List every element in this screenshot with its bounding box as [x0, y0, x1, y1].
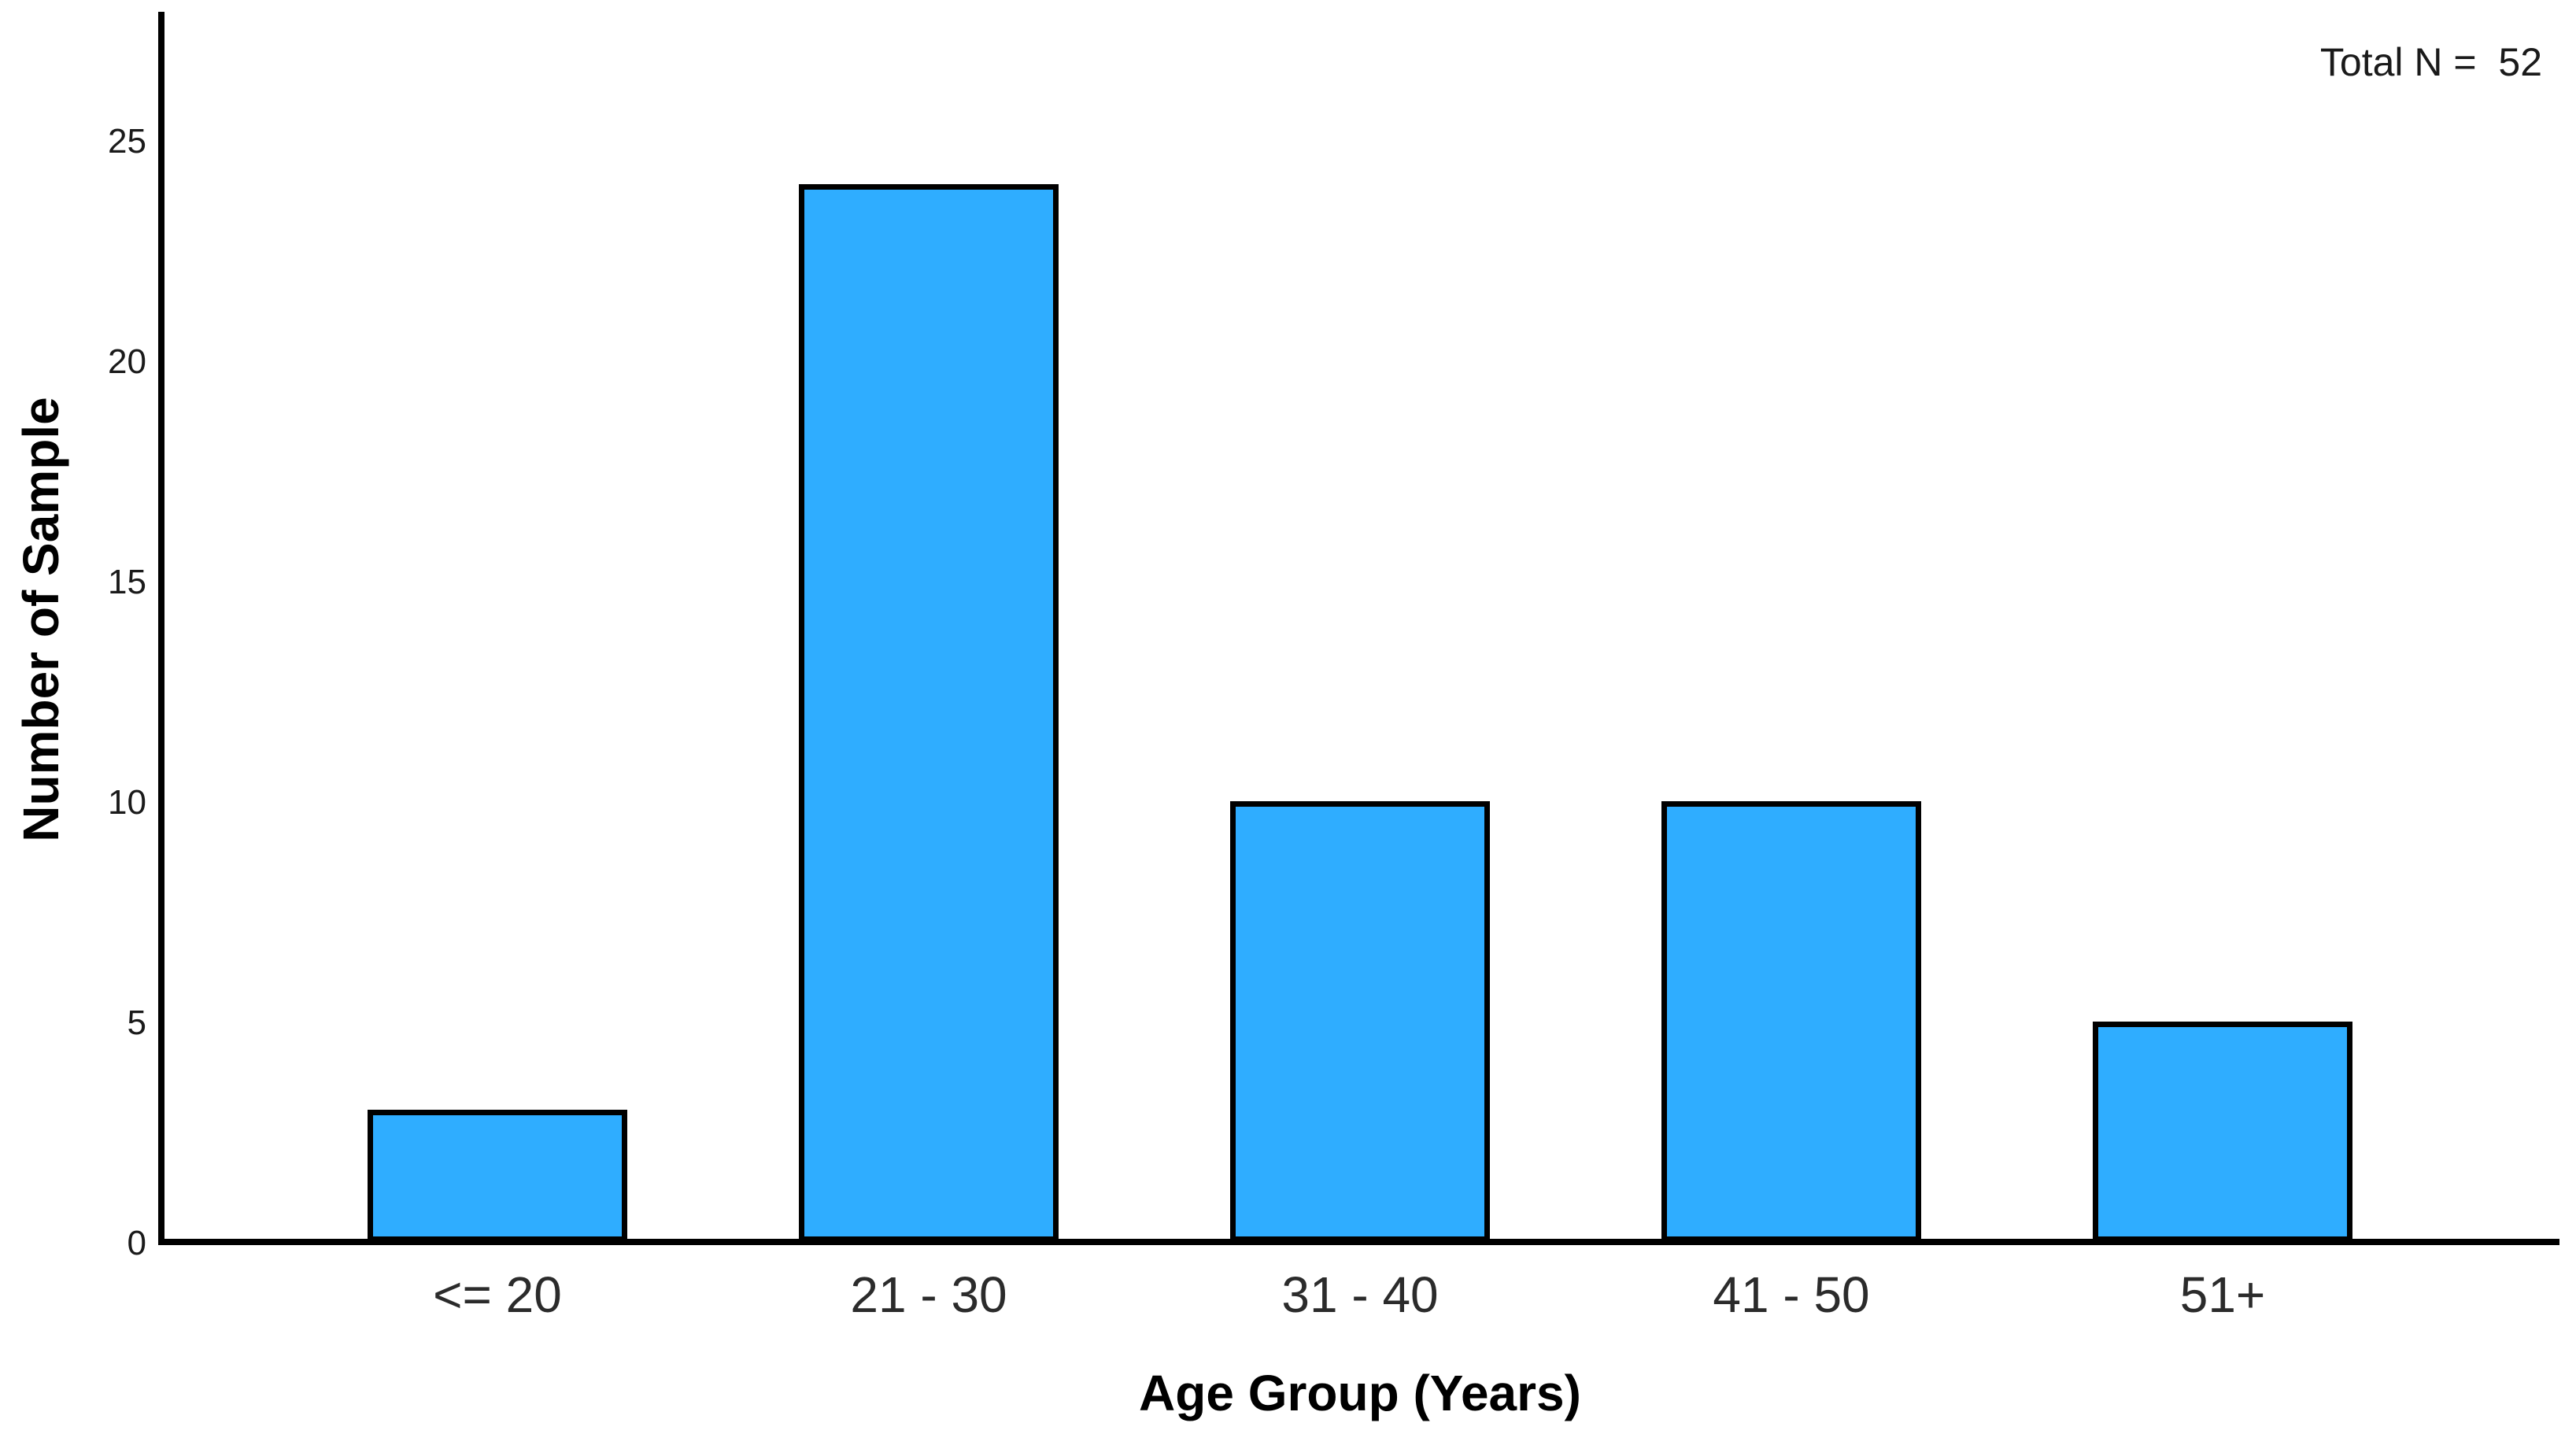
- bar: [1230, 801, 1490, 1242]
- y-tick-label: 5: [127, 1003, 146, 1042]
- x-tick-label: 21 - 30: [850, 1266, 1007, 1323]
- bar: [1661, 801, 1921, 1242]
- bar: [2093, 1022, 2352, 1242]
- y-tick-label: 10: [108, 783, 146, 822]
- x-axis-line: [158, 1239, 2559, 1245]
- y-tick-label: 20: [108, 342, 146, 381]
- x-tick-label: <= 20: [433, 1266, 562, 1323]
- y-tick-label: 0: [127, 1224, 146, 1262]
- bar: [368, 1110, 627, 1242]
- y-tick-label: 25: [108, 122, 146, 161]
- x-tick-label: 51+: [2179, 1266, 2266, 1323]
- bar: [799, 184, 1059, 1242]
- y-axis-line: [158, 12, 164, 1245]
- y-axis-title: Number of Sample: [13, 397, 69, 842]
- x-tick-label: 41 - 50: [1713, 1266, 1870, 1323]
- x-axis-title: Age Group (Years): [1139, 1365, 1581, 1421]
- total-n-label: Total N = 52: [2319, 40, 2542, 84]
- y-tick-label: 15: [108, 563, 146, 601]
- x-tick-label: 31 - 40: [1281, 1266, 1439, 1323]
